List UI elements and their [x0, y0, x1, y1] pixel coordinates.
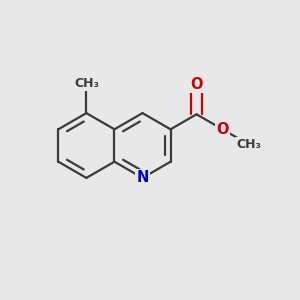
Text: O: O	[190, 77, 203, 92]
Text: O: O	[216, 122, 229, 137]
Text: CH₃: CH₃	[74, 76, 99, 90]
Text: CH₃: CH₃	[236, 138, 261, 151]
Text: N: N	[136, 170, 149, 185]
